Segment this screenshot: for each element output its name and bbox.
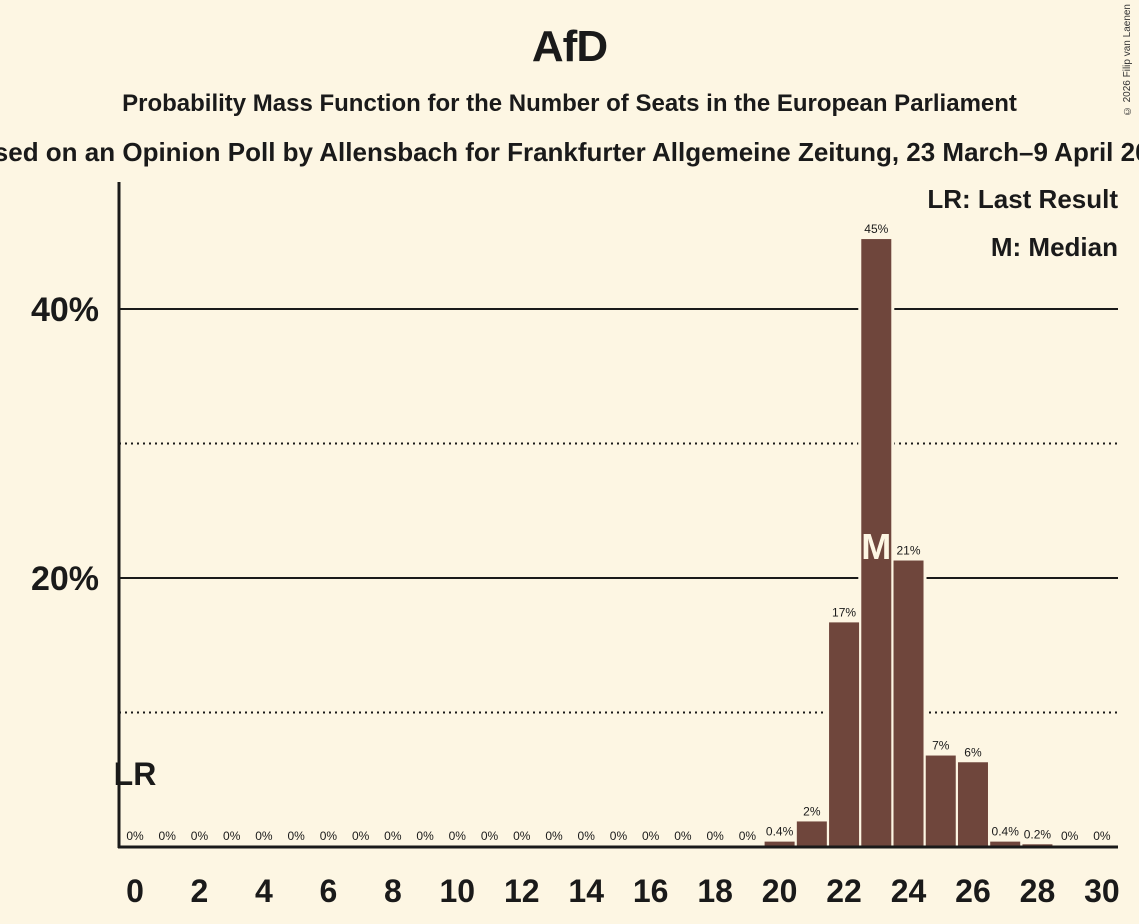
value-label: 0% — [706, 829, 724, 843]
value-label: 0% — [578, 829, 596, 843]
gridlines — [119, 308, 1118, 714]
x-axis-ticks: 0 2 4 6 8 10 12 14 16 18 20 22 24 26 28 30 — [126, 873, 1120, 909]
value-label: 0% — [739, 829, 757, 843]
x-tick-label: 0 — [126, 873, 144, 909]
value-label: 2% — [803, 804, 821, 818]
value-label: 0% — [1093, 829, 1111, 843]
value-label: 0% — [674, 829, 692, 843]
value-label: 0% — [642, 829, 660, 843]
legend-last-result: LR: Last Result — [927, 184, 1118, 214]
x-tick-label: 18 — [697, 873, 733, 909]
x-tick-label: 14 — [568, 873, 604, 909]
value-label: 0% — [545, 829, 563, 843]
value-label: 0% — [449, 829, 467, 843]
value-label: 0% — [320, 829, 338, 843]
value-label: 0% — [513, 829, 531, 843]
value-label: 21% — [897, 544, 921, 558]
value-label: 45% — [864, 222, 888, 236]
value-label: 0% — [287, 829, 305, 843]
bar-seat-26 — [957, 762, 988, 847]
x-tick-label: 2 — [191, 873, 209, 909]
bar-seat-25 — [925, 755, 956, 847]
axes — [117, 182, 1118, 849]
bar-seat-23 — [861, 239, 892, 847]
value-label: 0% — [159, 829, 177, 843]
y-tick-label: 40% — [31, 291, 99, 329]
bar-seat-24 — [893, 560, 924, 847]
bar-seat-27 — [990, 841, 1021, 847]
value-label: 7% — [932, 739, 950, 753]
markers: LR M — [114, 526, 892, 792]
bar-seat-20 — [764, 841, 795, 847]
chart-title: AfD — [531, 22, 608, 71]
x-tick-label: 8 — [384, 873, 402, 909]
x-tick-label: 24 — [891, 873, 927, 909]
value-label: 6% — [964, 745, 982, 759]
value-label: 0% — [352, 829, 370, 843]
x-tick-label: 26 — [955, 873, 991, 909]
x-tick-label: 10 — [440, 873, 476, 909]
value-label: 0% — [416, 829, 434, 843]
bar-outline — [1019, 841, 1056, 847]
chart-source: Based on an Opinion Poll by Allensbach f… — [0, 137, 1139, 167]
y-tick-label: 20% — [31, 560, 99, 598]
value-label: 0.4% — [766, 825, 794, 839]
x-tick-label: 20 — [762, 873, 798, 909]
value-label: 0% — [191, 829, 209, 843]
value-label: 0% — [610, 829, 628, 843]
value-label: 0% — [384, 829, 402, 843]
legend-median: M: Median — [990, 232, 1118, 262]
value-labels: 0% 0% 0% 0% 0% 0% 0% 0% 0% 0% 0% 0% 0% 0% 0% 0% 0% 0% 0% 0%… — [126, 222, 1111, 843]
x-tick-label: 12 — [504, 873, 540, 909]
x-tick-label: 22 — [826, 873, 862, 909]
value-label: 0.4% — [992, 825, 1020, 839]
x-tick-label: 30 — [1084, 873, 1120, 909]
last-result-marker: LR — [114, 756, 157, 792]
bar-seat-22 — [829, 622, 860, 847]
value-label: 0% — [223, 829, 241, 843]
value-label: 0% — [255, 829, 273, 843]
x-tick-label: 16 — [633, 873, 669, 909]
value-label: 0% — [126, 829, 144, 843]
bars — [761, 236, 1056, 847]
value-label: 17% — [832, 605, 856, 619]
y-axis-ticks: 20% 40% — [31, 291, 99, 598]
value-label: 0% — [1061, 829, 1079, 843]
chart-subtitle: Probability Mass Function for the Number… — [122, 90, 1017, 117]
median-marker: M — [861, 526, 891, 567]
x-tick-label: 6 — [319, 873, 337, 909]
value-label: 0.2% — [1024, 827, 1052, 841]
x-tick-label: 4 — [255, 873, 273, 909]
bar-seat-21 — [796, 821, 827, 847]
value-label: 0% — [481, 829, 499, 843]
x-tick-label: 28 — [1020, 873, 1056, 909]
